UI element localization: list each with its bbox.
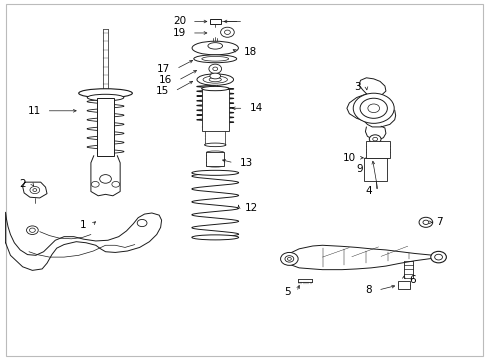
Ellipse shape bbox=[209, 73, 220, 79]
Text: 2: 2 bbox=[20, 179, 26, 189]
Ellipse shape bbox=[201, 86, 228, 91]
Circle shape bbox=[285, 256, 293, 262]
Circle shape bbox=[418, 217, 432, 227]
Text: 5: 5 bbox=[284, 287, 290, 297]
Ellipse shape bbox=[87, 94, 123, 101]
Circle shape bbox=[208, 64, 221, 73]
Circle shape bbox=[368, 135, 380, 143]
Ellipse shape bbox=[79, 89, 132, 98]
Circle shape bbox=[100, 175, 111, 183]
Circle shape bbox=[359, 98, 386, 118]
Bar bbox=[209, 19, 220, 24]
Circle shape bbox=[112, 181, 120, 187]
Circle shape bbox=[430, 251, 446, 263]
Ellipse shape bbox=[193, 55, 236, 63]
Text: 6: 6 bbox=[408, 275, 415, 285]
Text: 4: 4 bbox=[365, 186, 371, 197]
Circle shape bbox=[33, 189, 37, 192]
Circle shape bbox=[422, 220, 428, 225]
Ellipse shape bbox=[204, 143, 225, 147]
Bar bbox=[97, 98, 114, 156]
Text: 10: 10 bbox=[342, 153, 355, 163]
Ellipse shape bbox=[207, 42, 222, 49]
Text: 9: 9 bbox=[355, 163, 362, 174]
Bar bbox=[397, 281, 409, 289]
Bar bbox=[205, 131, 224, 145]
Ellipse shape bbox=[206, 154, 224, 157]
Text: 3: 3 bbox=[353, 82, 360, 92]
Ellipse shape bbox=[203, 76, 227, 83]
Text: 8: 8 bbox=[365, 285, 371, 295]
Text: 20: 20 bbox=[173, 17, 185, 27]
Circle shape bbox=[280, 252, 298, 265]
Text: 16: 16 bbox=[159, 75, 172, 85]
Circle shape bbox=[212, 67, 217, 71]
Bar bbox=[366, 140, 389, 158]
Text: 1: 1 bbox=[79, 220, 86, 230]
Bar bbox=[206, 152, 224, 166]
Circle shape bbox=[367, 104, 379, 113]
Circle shape bbox=[352, 93, 393, 123]
Circle shape bbox=[26, 226, 38, 234]
Ellipse shape bbox=[206, 151, 224, 154]
Ellipse shape bbox=[202, 57, 228, 61]
Circle shape bbox=[30, 186, 40, 194]
Text: 17: 17 bbox=[157, 64, 170, 74]
Circle shape bbox=[91, 181, 99, 187]
Text: 18: 18 bbox=[243, 46, 256, 57]
Ellipse shape bbox=[209, 77, 221, 82]
Ellipse shape bbox=[206, 161, 224, 164]
Text: 13: 13 bbox=[239, 158, 252, 168]
Bar bbox=[363, 158, 386, 181]
Text: 15: 15 bbox=[155, 86, 168, 96]
Circle shape bbox=[137, 220, 147, 226]
Ellipse shape bbox=[191, 170, 238, 175]
Text: 11: 11 bbox=[27, 106, 41, 116]
Ellipse shape bbox=[206, 158, 224, 161]
Text: 14: 14 bbox=[249, 103, 262, 113]
Text: 12: 12 bbox=[244, 203, 257, 213]
Ellipse shape bbox=[191, 235, 238, 240]
Circle shape bbox=[287, 257, 291, 260]
Bar bbox=[201, 89, 228, 131]
Circle shape bbox=[220, 27, 234, 37]
Ellipse shape bbox=[206, 164, 224, 167]
Circle shape bbox=[372, 137, 377, 141]
Circle shape bbox=[224, 30, 230, 35]
Text: 7: 7 bbox=[435, 217, 441, 227]
Ellipse shape bbox=[192, 41, 238, 55]
Circle shape bbox=[29, 228, 35, 232]
Text: 19: 19 bbox=[172, 28, 185, 38]
Circle shape bbox=[434, 254, 442, 260]
Ellipse shape bbox=[197, 74, 233, 85]
